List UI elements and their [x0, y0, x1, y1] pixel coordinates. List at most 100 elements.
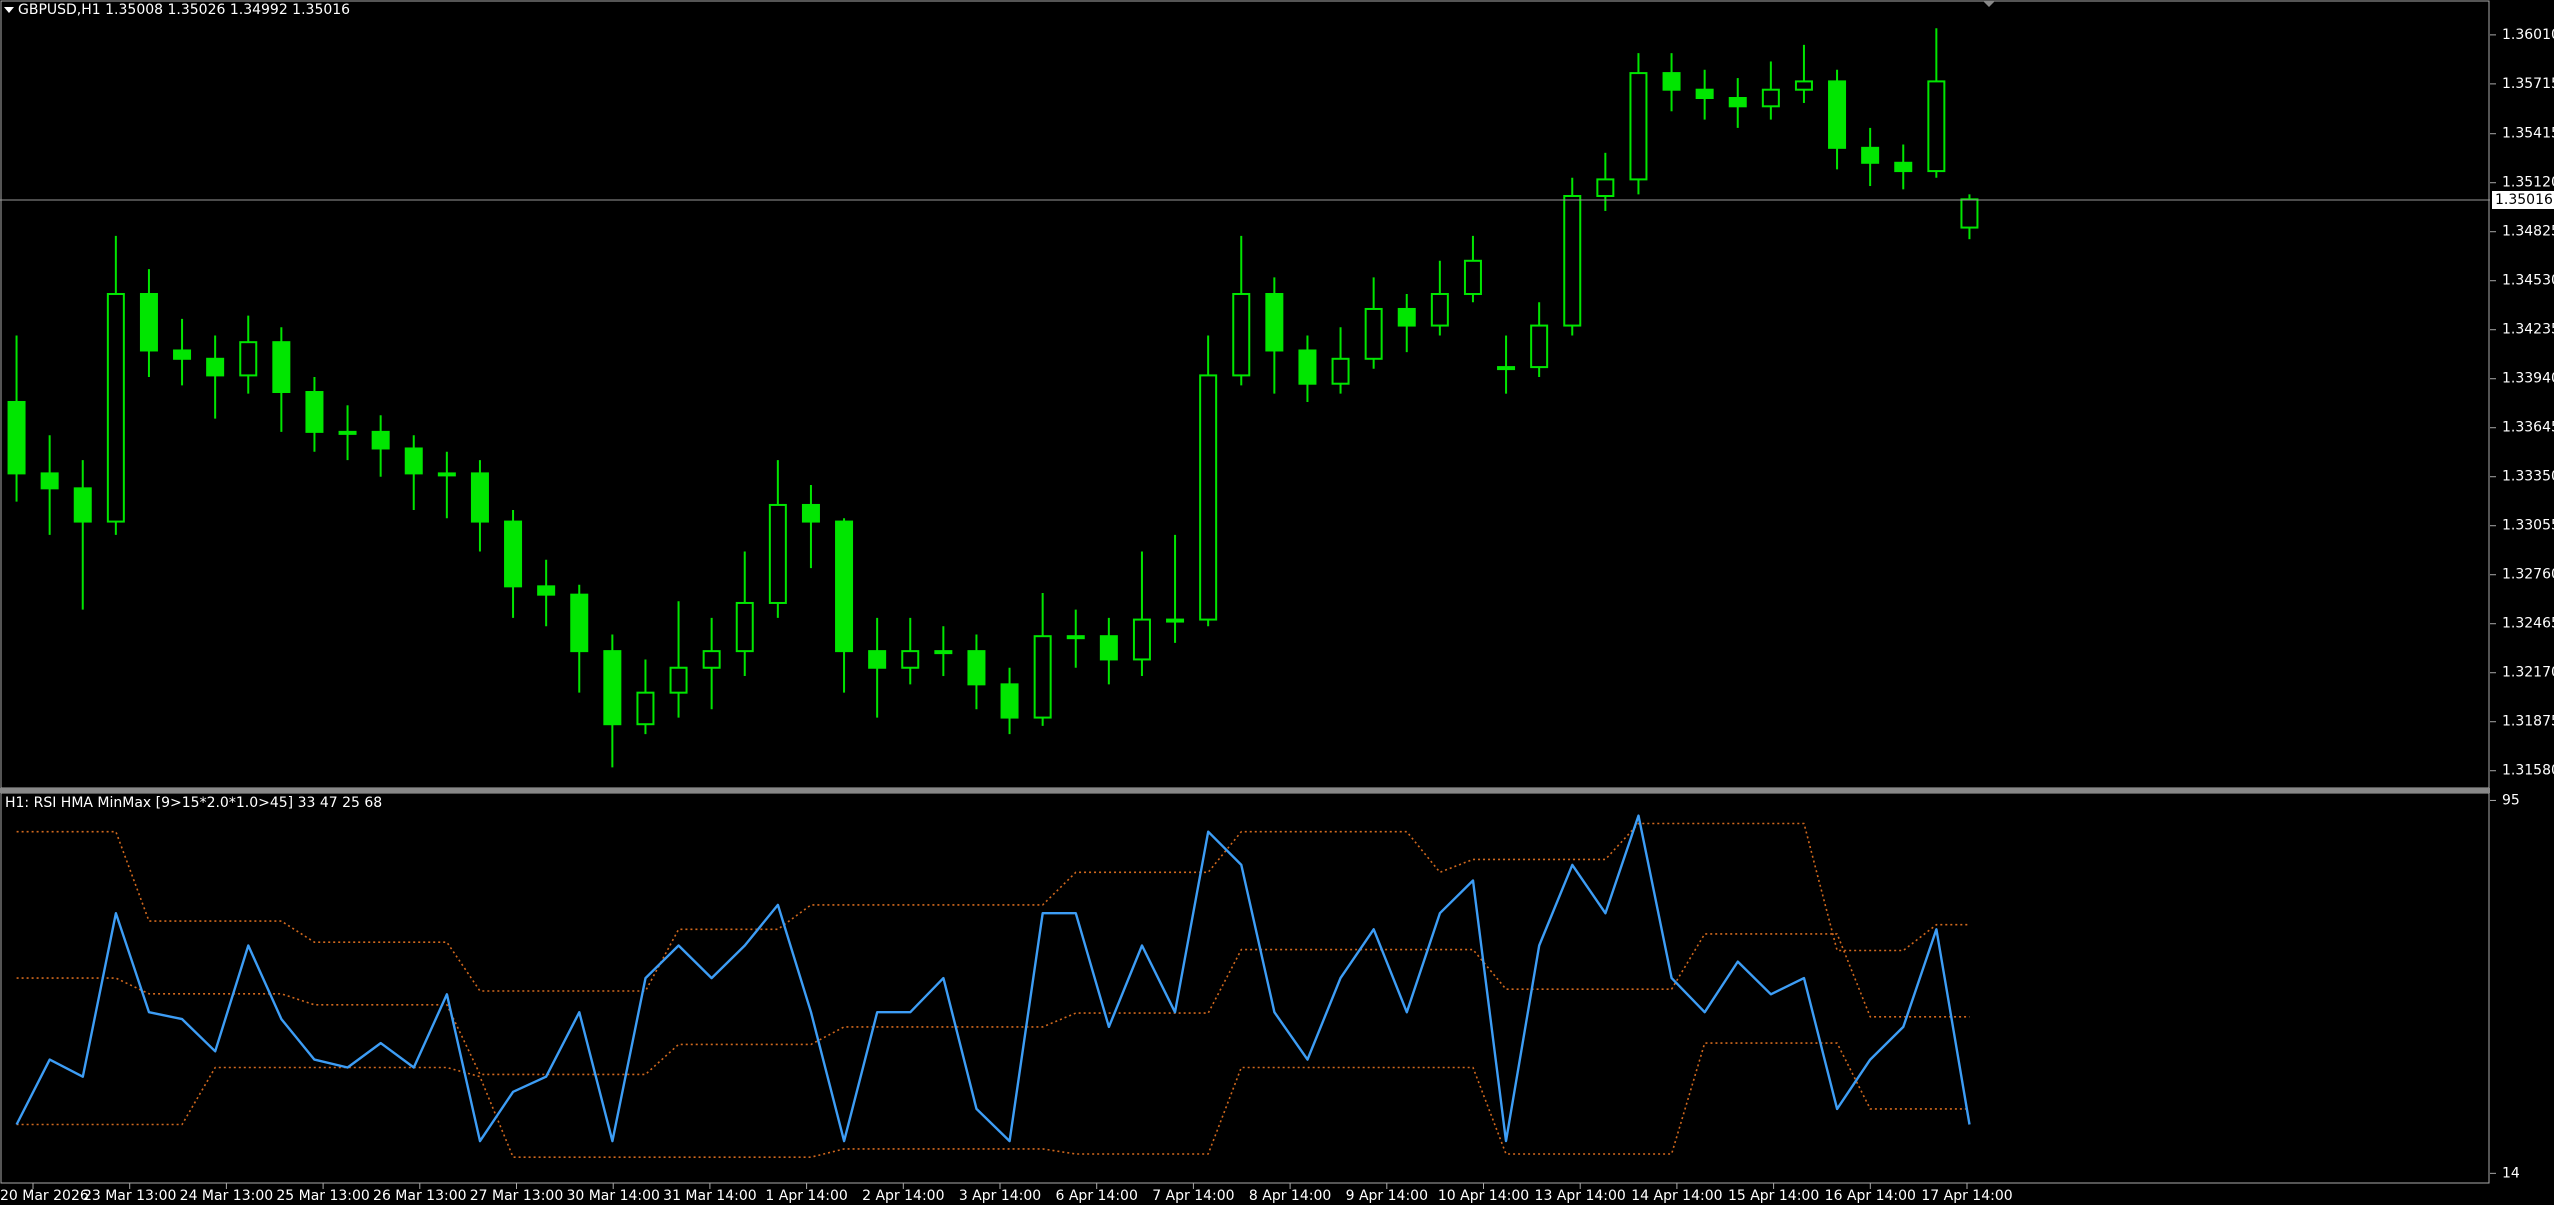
candle-body [967, 650, 986, 686]
candle-body [404, 447, 423, 475]
candle-body [835, 520, 854, 653]
candle-body [1265, 293, 1284, 352]
candle-body [239, 341, 258, 377]
candle-body [1695, 88, 1714, 100]
x-tick-label: 23 Mar 13:00 [83, 1188, 176, 1204]
candle-body [1132, 618, 1151, 661]
candle-body [73, 487, 92, 523]
y-tick-label: 1.33350 [2502, 469, 2554, 485]
candle-body [1298, 349, 1317, 385]
symbol-header: GBPUSD,H1 1.35008 1.35026 1.34992 1.3501… [18, 2, 350, 18]
last-price-box [2492, 190, 2554, 209]
x-tick-label: 8 Apr 14:00 [1249, 1188, 1331, 1204]
y-tick-label: 1.33055 [2502, 518, 2554, 534]
x-tick-label: 16 Apr 14:00 [1825, 1188, 1916, 1204]
x-tick-label: 13 Apr 14:00 [1535, 1188, 1626, 1204]
candle-body [437, 472, 456, 477]
y-tick-label: 1.31875 [2502, 714, 2554, 730]
x-tick-label: 6 Apr 14:00 [1056, 1188, 1138, 1204]
candle-body [1463, 259, 1482, 296]
shift-marker [1983, 1, 1995, 7]
candle-body [570, 593, 589, 653]
candle-body [1166, 618, 1185, 623]
candle-body [1629, 72, 1648, 181]
y-tick-label: 1.36010 [2502, 27, 2554, 43]
candle-body [1000, 683, 1019, 719]
candle-body [1662, 72, 1681, 91]
candle-body [1497, 366, 1516, 371]
candle-body [1397, 307, 1416, 327]
candle-body [1530, 324, 1549, 369]
series-line [16, 1042, 1970, 1158]
candle-body [1563, 195, 1582, 327]
y-tick-label: 14 [2502, 1165, 2520, 1181]
candle-body [1033, 635, 1052, 719]
candle-body [1199, 374, 1218, 621]
x-tick-label: 17 Apr 14:00 [1921, 1188, 2012, 1204]
x-tick-label: 2 Apr 14:00 [862, 1188, 944, 1204]
candle-body [537, 585, 556, 596]
x-tick-label: 15 Apr 14:00 [1728, 1188, 1819, 1204]
candle-body [1066, 635, 1085, 640]
candle-body [338, 430, 357, 435]
x-tick-label: 24 Mar 13:00 [180, 1188, 273, 1204]
x-tick-label: 9 Apr 14:00 [1346, 1188, 1428, 1204]
candle-body [1828, 80, 1847, 149]
candle-body [1099, 635, 1118, 661]
candle-body [1960, 198, 1979, 229]
x-tick-label: 10 Apr 14:00 [1438, 1188, 1529, 1204]
series-line [16, 822, 1970, 992]
y-tick-label: 1.35120 [2502, 175, 2554, 191]
x-tick-label: 25 Mar 13:00 [276, 1188, 369, 1204]
candle-body [1430, 293, 1449, 327]
y-tick-label: 1.32465 [2502, 616, 2554, 632]
candle-body [868, 650, 887, 669]
candle-body [1596, 178, 1615, 198]
candle-body [1232, 293, 1251, 377]
candle-body [702, 650, 721, 669]
x-tick-label: 26 Mar 13:00 [373, 1188, 466, 1204]
series-line [15, 814, 1971, 1143]
candle-body [272, 341, 291, 394]
candle-body [305, 391, 324, 433]
y-tick-label: 1.32760 [2502, 567, 2554, 583]
candle-body [139, 293, 158, 352]
candle-body [1794, 80, 1813, 91]
x-tick-label: 20 Mar 2026 [0, 1188, 89, 1204]
y-tick-label: 1.34235 [2502, 322, 2554, 338]
candle-body [735, 601, 754, 653]
y-tick-label: 1.34530 [2502, 273, 2554, 289]
y-tick-label: 1.35715 [2502, 76, 2554, 92]
candle-body [1331, 357, 1350, 385]
x-tick-label: 1 Apr 14:00 [765, 1188, 847, 1204]
y-tick-label: 1.31580 [2502, 763, 2554, 779]
candle-body [470, 472, 489, 523]
y-tick-label: 1.33645 [2502, 420, 2554, 436]
candle-body [7, 400, 26, 475]
candle-body [636, 691, 655, 726]
candle-body [371, 430, 390, 450]
candle-body [40, 472, 59, 490]
x-tick-label: 30 Mar 14:00 [566, 1188, 659, 1204]
x-tick-label: 3 Apr 14:00 [959, 1188, 1041, 1204]
menu-arrow[interactable] [4, 7, 14, 13]
series-line [16, 933, 1970, 1076]
y-tick-label: 1.34825 [2502, 224, 2554, 240]
candle-body [801, 503, 820, 523]
candle-body [1364, 307, 1383, 360]
candle-body [106, 293, 125, 523]
x-tick-label: 7 Apr 14:00 [1152, 1188, 1234, 1204]
x-tick-label: 27 Mar 13:00 [470, 1188, 563, 1204]
candle-body [603, 650, 622, 726]
x-tick-label: 14 Apr 14:00 [1631, 1188, 1722, 1204]
candle-body [1861, 146, 1880, 164]
panel-separator [0, 788, 2490, 793]
indicator-title: H1: RSI HMA MinMax [9>15*2.0*1.0>45] 33 … [5, 795, 382, 811]
y-tick-label: 1.33940 [2502, 371, 2554, 387]
candle-body [1927, 80, 1946, 173]
y-tick-label: 95 [2502, 792, 2520, 808]
last-price-label: 1.35016 [2495, 192, 2553, 208]
